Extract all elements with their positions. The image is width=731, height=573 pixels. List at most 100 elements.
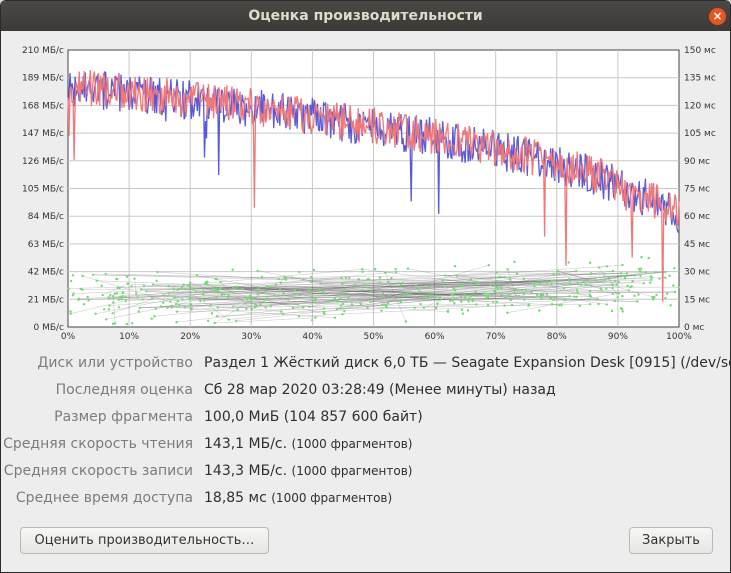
access-time-point	[500, 293, 503, 296]
access-time-line	[214, 277, 286, 324]
access-time-point	[449, 299, 452, 303]
access-time-point	[113, 322, 117, 325]
access-time-point	[427, 286, 431, 289]
access-time-point	[600, 288, 603, 292]
access-time-point	[278, 288, 281, 291]
info-row-sample-size: Размер фрагмента 100,0 МиБ (104 857 600 …	[1, 409, 730, 431]
access-time-point	[621, 310, 624, 313]
write-rate-line	[67, 69, 680, 302]
access-time-point	[498, 275, 502, 278]
access-time-point	[378, 276, 382, 279]
access-time-line	[184, 288, 229, 320]
access-time-point	[493, 284, 497, 288]
access-time-point	[419, 302, 422, 306]
y-left-tick-label: 126 МБ/с	[22, 157, 64, 167]
access-time-line	[108, 284, 364, 299]
access-time-point	[115, 292, 119, 295]
access-time-point	[613, 299, 617, 303]
access-time-point	[227, 296, 230, 299]
access-time-line	[442, 277, 505, 282]
info-row-write-rate: Средняя скорость записи 143,3 МБ/с. (100…	[1, 463, 730, 485]
access-time-point	[653, 295, 656, 299]
access-time-point	[118, 286, 121, 290]
access-time-point	[121, 294, 124, 298]
access-time-point	[436, 302, 439, 305]
access-time-point	[215, 277, 218, 281]
access-time-point	[167, 284, 170, 288]
access-time-point	[381, 303, 384, 306]
access-time-point	[203, 299, 206, 302]
access-time-point	[253, 305, 257, 309]
info-value: 100,0 МиБ (104 857 600 байт)	[204, 409, 423, 425]
access-time-line	[109, 282, 403, 306]
access-time-point	[669, 304, 672, 307]
access-time-point	[251, 297, 254, 301]
access-time-point	[648, 281, 652, 284]
access-time-point	[192, 287, 195, 291]
access-time-point	[100, 284, 103, 288]
access-time-line	[127, 283, 216, 290]
access-time-point	[235, 285, 238, 288]
access-time-point	[79, 287, 82, 291]
start-benchmark-button[interactable]: Оценить производительность…	[20, 527, 269, 554]
access-time-point	[439, 298, 442, 301]
access-time-point	[402, 293, 405, 296]
access-time-point	[417, 287, 420, 290]
access-time-line	[220, 268, 363, 283]
close-button[interactable]: Закрыть	[629, 527, 713, 554]
access-time-point	[605, 287, 608, 291]
access-time-point	[219, 280, 222, 284]
x-tick-label: 40%	[302, 332, 322, 341]
info-value-extra: (1000 фрагментов)	[271, 491, 393, 505]
access-time-point	[199, 299, 202, 303]
y-left-tick-label: 63 МБ/с	[28, 240, 64, 250]
access-time-line	[190, 291, 532, 299]
access-time-point	[254, 303, 257, 306]
access-time-point	[91, 273, 95, 276]
access-time-line	[456, 275, 619, 294]
access-time-point	[266, 285, 269, 288]
access-time-line	[337, 295, 432, 302]
access-time-point	[67, 287, 70, 290]
access-time-point	[616, 296, 619, 299]
access-time-point	[589, 295, 593, 298]
info-value: 143,3 МБ/с. (1000 фрагментов)	[204, 463, 412, 479]
y-left-tick-label: 0 МБ/с	[33, 323, 64, 333]
access-time-point	[454, 289, 457, 292]
access-time-line	[407, 293, 638, 302]
access-time-point	[553, 296, 557, 299]
access-time-line	[203, 291, 676, 293]
access-time-point	[576, 281, 580, 285]
access-time-point	[111, 294, 115, 298]
access-time-point	[77, 297, 81, 301]
access-time-point	[390, 276, 393, 280]
access-time-line	[217, 298, 598, 317]
access-time-point	[642, 282, 646, 285]
access-time-point	[469, 294, 473, 298]
access-time-point	[291, 276, 294, 279]
close-window-icon[interactable]: ×	[709, 8, 726, 25]
access-time-point	[650, 278, 653, 282]
access-time-point	[469, 281, 472, 284]
access-time-point	[603, 278, 606, 282]
access-time-line	[82, 281, 619, 291]
y-right-tick-label: 120 мс	[684, 101, 716, 111]
access-time-point	[588, 261, 592, 265]
access-time-point	[361, 270, 364, 274]
access-time-point	[453, 301, 456, 305]
access-time-point	[552, 272, 555, 276]
access-time-line	[204, 292, 484, 301]
access-time-point	[170, 306, 173, 309]
access-time-point	[399, 283, 403, 287]
access-time-point	[380, 309, 383, 312]
info-row-device: Диск или устройство Раздел 1 Жёсткий дис…	[1, 355, 730, 377]
y-left-tick-label: 84 МБ/с	[28, 212, 64, 222]
access-time-line	[515, 288, 590, 296]
access-time-point	[510, 303, 514, 307]
benchmark-chart: 0% 10% 20% 30% 40% 50% 60% 70% 80% 90% 100% 0 МБ/с 0…	[1, 31, 730, 341]
access-time-point	[269, 305, 272, 308]
access-time-line	[160, 297, 487, 307]
access-time-point	[475, 283, 478, 286]
access-time-line	[507, 269, 516, 296]
access-time-point	[450, 293, 453, 296]
